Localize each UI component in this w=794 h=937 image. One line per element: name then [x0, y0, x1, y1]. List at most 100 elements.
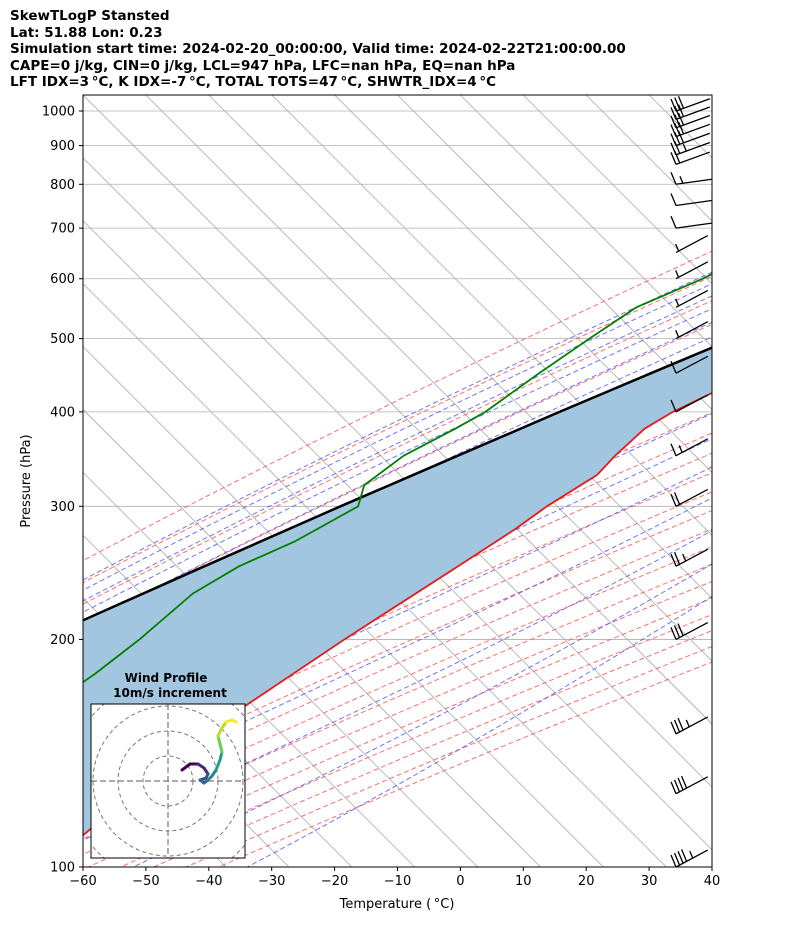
x-tick-label: −60	[69, 874, 96, 889]
moist-adiabat-line	[83, 283, 712, 591]
x-tick-label: 40	[704, 874, 721, 889]
barb-flag	[677, 112, 685, 126]
isotherm-line	[334, 95, 712, 473]
barb-flag	[670, 781, 677, 794]
x-axis-label: Temperature ( °C)	[339, 897, 455, 912]
y-tick-label: 300	[50, 500, 75, 515]
barb-staff	[675, 488, 709, 507]
wind-barb	[670, 394, 709, 413]
barb-flag	[670, 494, 677, 507]
barb-staff	[675, 321, 709, 340]
dry-adiabat-line	[83, 250, 712, 562]
wind-barb	[670, 438, 709, 457]
wind-barb	[670, 121, 711, 138]
barb-flag	[673, 779, 681, 793]
parcel-profile-line	[83, 346, 712, 622]
x-tick-label: −40	[195, 874, 222, 889]
isotherm-line	[711, 95, 712, 96]
y-tick-label: 400	[50, 405, 75, 420]
barb-flag	[677, 717, 684, 731]
barb-staff	[675, 776, 709, 795]
x-tick-label: 20	[578, 874, 595, 889]
hodograph-trace	[180, 762, 192, 772]
moist-adiabat-line	[83, 271, 712, 581]
barb-flag	[670, 553, 677, 567]
barb-flag	[670, 215, 677, 229]
wind-barb	[670, 141, 711, 156]
barb-staff	[675, 98, 711, 112]
barb-flag	[677, 130, 685, 144]
barb-staff	[675, 261, 709, 280]
y-tick-label: 100	[50, 861, 75, 876]
barb-flag	[670, 98, 677, 112]
barb-staff	[675, 621, 709, 641]
barb-flag	[670, 399, 677, 413]
barb-half-flag	[675, 329, 680, 338]
y-tick-label: 500	[50, 332, 75, 347]
y-tick-label: 200	[50, 633, 75, 648]
barb-flag	[677, 96, 685, 109]
barb-staff	[675, 132, 711, 147]
barb-flag	[670, 107, 677, 120]
barb-staff	[675, 438, 709, 457]
barb-flag	[670, 854, 677, 868]
barb-flag	[670, 627, 677, 640]
x-tick-label: −10	[384, 874, 411, 889]
location-line: Lat: 51.88 Lon: 0.23	[10, 24, 163, 41]
barb-staff	[675, 355, 709, 374]
dry-adiabat-line	[83, 546, 712, 824]
barb-half-flag	[678, 445, 683, 453]
time-line: Simulation start time: 2024-02-20_00:00:…	[10, 41, 626, 57]
x-tick-label: −30	[258, 874, 285, 889]
isotherm-line	[460, 95, 712, 348]
barb-staff	[675, 222, 712, 229]
wind-barb	[670, 130, 711, 147]
barb-flag	[677, 121, 685, 135]
barb-flag	[670, 172, 677, 185]
x-tick-label: −20	[321, 874, 348, 889]
wind-barb	[675, 234, 709, 254]
barb-flag	[677, 850, 684, 864]
barb-staff	[675, 548, 709, 567]
dry-adiabat-line	[83, 491, 712, 775]
barb-staff	[675, 123, 711, 138]
x-tick-label: −50	[132, 874, 159, 889]
wind-barb	[670, 193, 712, 207]
hodograph-title: Wind Profile	[125, 671, 208, 685]
isotherm-line	[271, 95, 712, 536]
wind-barb	[670, 849, 709, 868]
barb-flag	[673, 492, 681, 505]
wind-barbs	[670, 96, 712, 868]
barb-flag	[674, 131, 681, 145]
barb-flag	[670, 721, 677, 735]
hodograph-frame	[90, 703, 246, 859]
y-tick-label: 900	[50, 139, 75, 154]
barb-flag	[674, 105, 681, 119]
isotherm-line	[83, 346, 604, 867]
barb-staff	[675, 114, 711, 129]
barb-flag	[673, 852, 681, 866]
barb-staff	[675, 151, 711, 165]
isotherm-line	[83, 471, 478, 867]
isotherm-line	[83, 220, 712, 851]
barb-staff	[675, 106, 711, 120]
y-tick-label: 1000	[42, 105, 75, 120]
barb-staff	[675, 849, 709, 868]
barb-flag	[674, 97, 681, 110]
plot-area	[83, 95, 712, 867]
wind-barb	[670, 716, 709, 735]
moist-adiabat-line	[83, 321, 712, 626]
hodograph-subtitle: 10m/s increment	[113, 686, 227, 700]
barb-staff	[675, 141, 711, 156]
barb-staff	[675, 716, 709, 735]
isotherm-line	[83, 534, 415, 867]
barb-flag	[677, 104, 685, 117]
barb-half-flag	[675, 243, 680, 252]
wind-barb	[670, 104, 711, 120]
isotherm-line	[523, 95, 712, 285]
wind-barb	[670, 548, 709, 567]
wind-barb	[670, 775, 709, 795]
wind-barb	[670, 172, 712, 185]
wind-barb	[670, 621, 709, 641]
axes: −60 −50 −40 −30 −20 −10 0 10 20 30 40 1000 900 800 700…	[42, 105, 720, 889]
